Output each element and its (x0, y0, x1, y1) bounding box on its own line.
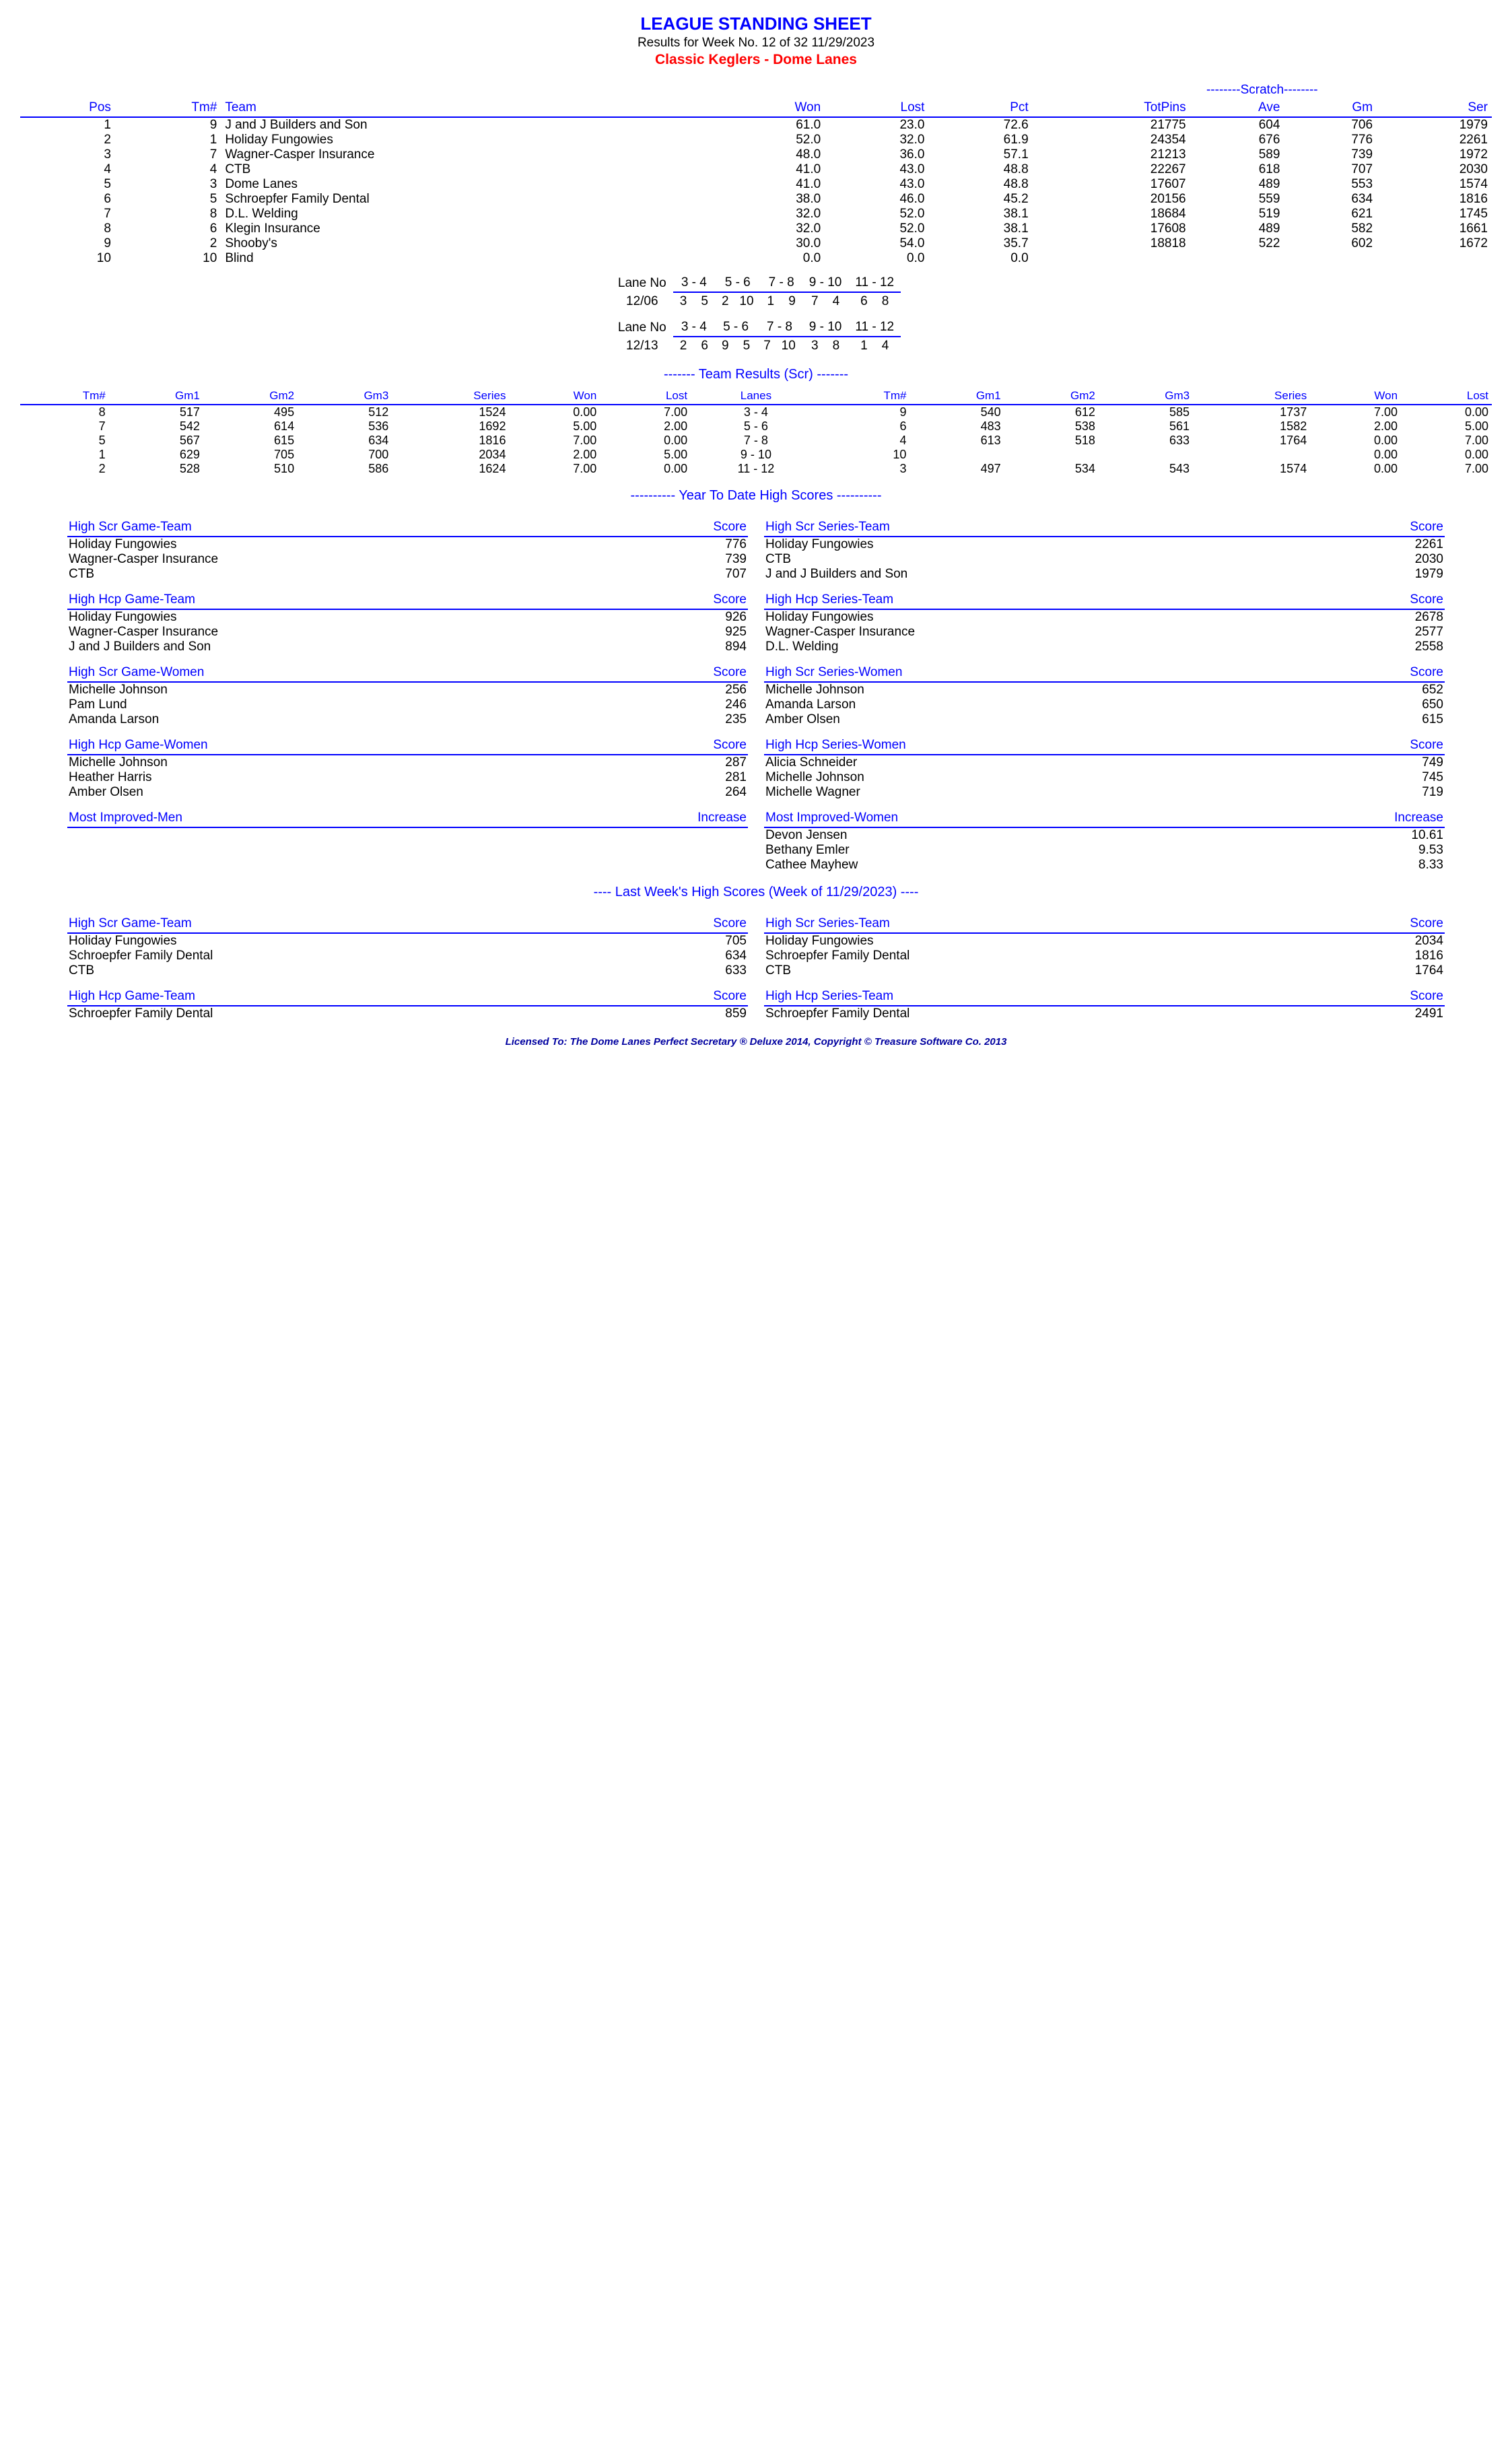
highscore-row: Wagner-Casper Insurance2577 (764, 625, 1445, 640)
lane-assignments: Lane No3 - 45 - 67 - 89 - 1011 - 1212/06… (20, 274, 1492, 355)
highscore-row: D.L. Welding2558 (764, 640, 1445, 654)
highscore-row: Amber Olsen264 (67, 785, 748, 800)
standings-col-ave: Ave (1190, 99, 1284, 117)
highscore-row: Pam Lund246 (67, 697, 748, 712)
highscore-row: Heather Harris281 (67, 770, 748, 785)
ytd-title: ---------- Year To Date High Scores ----… (20, 488, 1492, 504)
highscore-row: J and J Builders and Son894 (67, 640, 748, 654)
highscore-block: High Scr Game-TeamScoreHoliday Fungowies… (67, 518, 748, 582)
highscore-row: Amanda Larson235 (67, 712, 748, 727)
page-title: LEAGUE STANDING SHEET (20, 13, 1492, 34)
team-results-row: 754261453616925.002.005 - 66483538561158… (20, 419, 1492, 434)
standings-row: 21Holiday Fungowies52.032.061.9243546767… (20, 133, 1492, 147)
standings-col-lost: Lost (825, 99, 928, 117)
standings-col-won: Won (717, 99, 825, 117)
highscore-row: CTB707 (67, 567, 748, 582)
team-results-row: 162970570020342.005.009 - 10100.000.00 (20, 448, 1492, 462)
highscore-row: Schroepfer Family Dental859 (67, 1006, 748, 1021)
league-name: Classic Keglers - Dome Lanes (20, 52, 1492, 68)
team-results-row: 851749551215240.007.003 - 49540612585173… (20, 405, 1492, 419)
highscore-row: Holiday Fungowies2678 (764, 609, 1445, 625)
standings-col-team: Team (221, 99, 717, 117)
highscore-row: Bethany Emler9.53 (764, 843, 1445, 858)
highscore-row: Holiday Fungowies926 (67, 609, 748, 625)
standings-row: 65Schroepfer Family Dental38.046.045.220… (20, 192, 1492, 207)
highscore-row: Devon Jensen10.61 (764, 827, 1445, 843)
highscore-block: High Hcp Game-TeamScoreHoliday Fungowies… (67, 591, 748, 654)
standings-col-tm#: Tm# (115, 99, 221, 117)
highscore-row: Michelle Wagner719 (764, 785, 1445, 800)
highscore-row: Schroepfer Family Dental634 (67, 949, 748, 963)
highscore-row: Holiday Fungowies776 (67, 537, 748, 552)
highscore-row: Schroepfer Family Dental2491 (764, 1006, 1445, 1021)
standings-row: 92Shooby's30.054.035.7188185226021672 (20, 236, 1492, 251)
highscore-block: High Hcp Game-WomenScoreMichelle Johnson… (67, 737, 748, 800)
highscore-row: Wagner-Casper Insurance925 (67, 625, 748, 640)
highscore-block: High Hcp Series-TeamScoreHoliday Fungowi… (764, 591, 1445, 654)
lane-label: Lane No (611, 274, 673, 292)
highscore-block: Most Improved-MenIncrease (67, 809, 748, 828)
lane-date: 12/06 (611, 292, 673, 310)
standings-row: 78D.L. Welding32.052.038.118684519621174… (20, 207, 1492, 221)
highscore-block: High Scr Game-WomenScoreMichelle Johnson… (67, 664, 748, 727)
highscore-block: Most Improved-WomenIncreaseDevon Jensen1… (764, 809, 1445, 873)
lane-label: Lane No (611, 318, 673, 337)
lane-date: 12/13 (611, 337, 673, 355)
highscore-row: CTB633 (67, 963, 748, 978)
highscore-row: Michelle Johnson652 (764, 682, 1445, 697)
highscore-block: High Scr Series-TeamScoreHoliday Fungowi… (764, 518, 1445, 582)
standings-row: 37Wagner-Casper Insurance48.036.057.1212… (20, 147, 1492, 162)
standings-col-pct: Pct (928, 99, 1032, 117)
standings-col-ser: Ser (1377, 99, 1492, 117)
standings-row: 53Dome Lanes41.043.048.8176074895531574 (20, 177, 1492, 192)
lastweek-title: ---- Last Week's High Scores (Week of 11… (20, 885, 1492, 900)
highscore-row: Amanda Larson650 (764, 697, 1445, 712)
highscore-row: Holiday Fungowies705 (67, 933, 748, 949)
highscore-block: High Scr Series-WomenScoreMichelle Johns… (764, 664, 1445, 727)
lastweek-high-scores: High Scr Game-TeamScoreHoliday Fungowies… (20, 906, 1492, 1021)
standings-table: --------Scratch-------- PosTm#TeamWonLos… (20, 81, 1492, 266)
highscore-block: High Hcp Series-TeamScoreSchroepfer Fami… (764, 988, 1445, 1021)
standings-row: 1010Blind0.00.00.0 (20, 251, 1492, 266)
highscore-row: Alicia Schneider749 (764, 755, 1445, 770)
highscore-row: J and J Builders and Son1979 (764, 567, 1445, 582)
highscore-block: High Hcp Game-TeamScoreSchroepfer Family… (67, 988, 748, 1021)
highscore-row: Michelle Johnson287 (67, 755, 748, 770)
standings-row: 19J and J Builders and Son61.023.072.621… (20, 117, 1492, 133)
highscore-row: CTB2030 (764, 552, 1445, 567)
standings-col-gm: Gm (1284, 99, 1377, 117)
standings-col-pos: Pos (20, 99, 115, 117)
highscore-block: High Scr Series-TeamScoreHoliday Fungowi… (764, 915, 1445, 978)
footer-text: Licensed To: The Dome Lanes Perfect Secr… (20, 1036, 1492, 1048)
ytd-high-scores: High Scr Game-TeamScoreHoliday Fungowies… (20, 509, 1492, 873)
scratch-header: --------Scratch-------- (1033, 81, 1492, 99)
team-results-table: Tm#Gm1Gm2Gm3SeriesWonLostLanesTm#Gm1Gm2G… (20, 388, 1492, 476)
highscore-row: CTB1764 (764, 963, 1445, 978)
highscore-block: High Scr Game-TeamScoreHoliday Fungowies… (67, 915, 748, 978)
highscore-row: Michelle Johnson745 (764, 770, 1445, 785)
highscore-row: Holiday Fungowies2034 (764, 933, 1445, 949)
team-results-row: 556761563418167.000.007 - 84613518633176… (20, 434, 1492, 448)
highscore-row: Schroepfer Family Dental1816 (764, 949, 1445, 963)
team-results-row: 252851058616247.000.0011 - 1234975345431… (20, 462, 1492, 476)
standings-col-totpins: TotPins (1033, 99, 1190, 117)
standings-row: 44CTB41.043.048.8222676187072030 (20, 162, 1492, 177)
highscore-row: Cathee Mayhew8.33 (764, 858, 1445, 873)
standings-row: 86Klegin Insurance32.052.038.11760848958… (20, 221, 1492, 236)
team-results-title: ------- Team Results (Scr) ------- (20, 367, 1492, 382)
highscore-row: Wagner-Casper Insurance739 (67, 552, 748, 567)
results-line: Results for Week No. 12 of 32 11/29/2023 (20, 36, 1492, 50)
highscore-block: High Hcp Series-WomenScoreAlicia Schneid… (764, 737, 1445, 800)
highscore-row: Michelle Johnson256 (67, 682, 748, 697)
highscore-row: Holiday Fungowies2261 (764, 537, 1445, 552)
highscore-row: Amber Olsen615 (764, 712, 1445, 727)
